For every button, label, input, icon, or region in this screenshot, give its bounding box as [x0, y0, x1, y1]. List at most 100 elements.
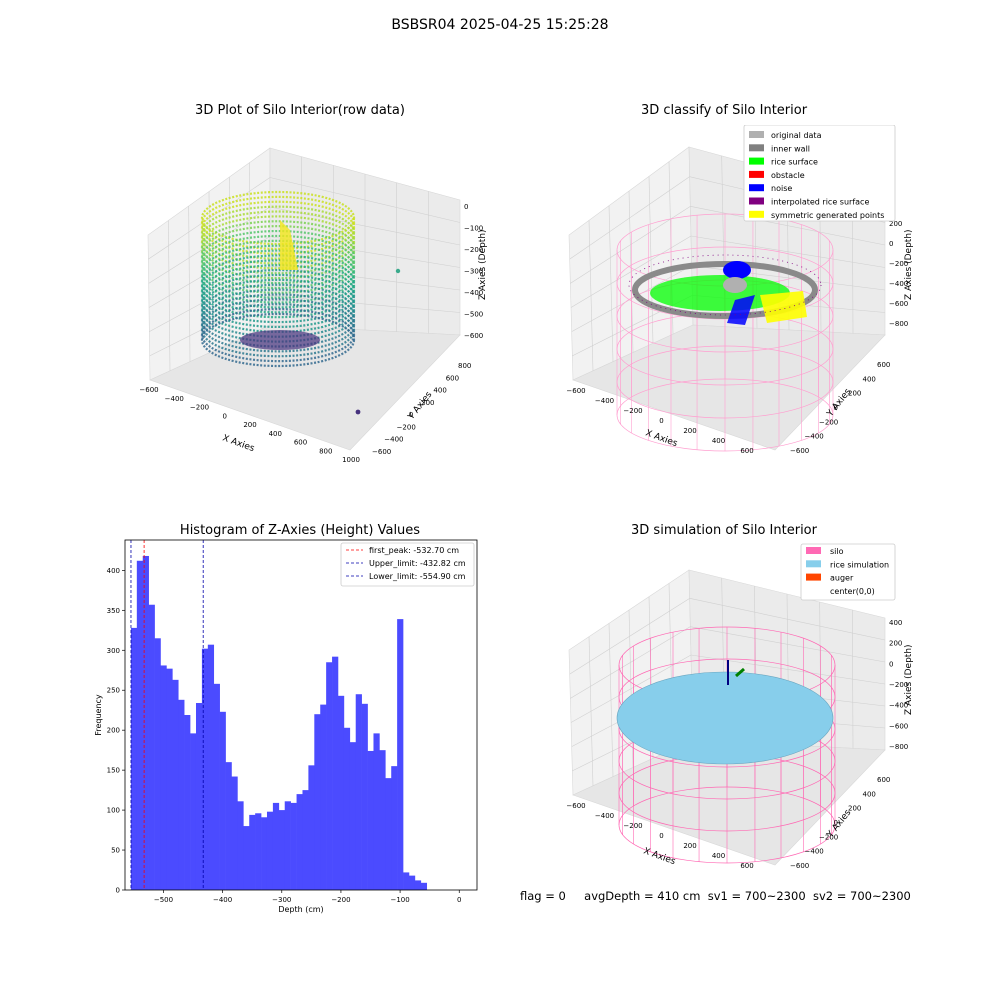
- x-tick-label: −400: [595, 397, 614, 405]
- classify-plot-title: 3D classify of Silo Interior: [640, 103, 808, 118]
- z-tick-label: −200: [889, 681, 908, 689]
- x-tick-label: 200: [683, 842, 696, 850]
- histogram-bar: [130, 627, 138, 890]
- x-tick-label: 600: [740, 447, 753, 455]
- legend-swatch: [806, 560, 821, 568]
- wall-points: [200, 298, 356, 353]
- sv1-text: sv1 = 700~2300: [707, 889, 806, 903]
- x-tick-label: −100: [390, 896, 409, 904]
- z-tick-label: −600: [889, 300, 908, 308]
- z-tick-label: 0: [889, 240, 893, 248]
- histogram-bar: [284, 801, 291, 890]
- y-axis-label: Frequency: [94, 694, 103, 736]
- z-tick-label: 0: [889, 660, 893, 668]
- histogram-bar: [420, 882, 428, 890]
- x-tick-label: 400: [269, 430, 282, 438]
- histogram-bar: [343, 727, 351, 890]
- y-tick-label: −600: [790, 862, 809, 870]
- wall-points: [200, 249, 356, 304]
- histogram-bar: [255, 813, 262, 890]
- wall-points: [200, 190, 356, 246]
- axis-pane: [149, 324, 461, 451]
- y-tick-label: 400: [433, 387, 446, 395]
- x-tick-label: 0: [659, 832, 663, 840]
- x-tick-label: −600: [566, 802, 585, 810]
- rice-surface-points: [650, 275, 790, 311]
- z-tick-label: −100: [464, 225, 483, 233]
- x-tick-label: 200: [243, 421, 256, 429]
- histogram-bar: [249, 814, 256, 890]
- x-tick-label: 600: [740, 862, 753, 870]
- surface-points: [280, 220, 298, 270]
- y-tick-label: 300: [107, 647, 120, 655]
- legend-label: Lower_limit: -554.90 cm: [369, 572, 466, 581]
- grid-line: [148, 177, 271, 260]
- histogram-bar: [290, 802, 297, 890]
- x-tick-label: −200: [190, 404, 209, 412]
- noise-points: [723, 261, 751, 279]
- y-tick-label: 150: [107, 767, 120, 775]
- z-tick-label: 0: [464, 203, 468, 211]
- x-tick-label: 400: [712, 437, 725, 445]
- histogram-bar: [178, 699, 185, 890]
- z-axis-label: Z Axies (Depth): [904, 644, 914, 715]
- wall-points: [200, 288, 356, 343]
- z-tick-label: −600: [464, 332, 483, 340]
- histogram-bar: [320, 704, 327, 890]
- histogram-bar: [385, 778, 392, 890]
- y-tick-label: −400: [805, 433, 824, 441]
- histogram-bar: [184, 715, 191, 890]
- auger-marker: [735, 667, 745, 678]
- histogram-bar: [403, 872, 410, 890]
- z-tick-label: −400: [464, 289, 483, 297]
- x-tick-label: 0: [457, 896, 461, 904]
- wall-points: [200, 293, 356, 348]
- sv2-text: sv2 = 700~2300: [812, 889, 911, 903]
- x-tick-label: −600: [566, 387, 585, 395]
- y-tick-label: 0: [409, 411, 413, 419]
- y-tick-label: 250: [107, 687, 120, 695]
- outlier-point: [355, 409, 361, 415]
- y-tick-label: 200: [848, 805, 861, 813]
- z-tick-label: −800: [889, 320, 908, 328]
- histogram-bar: [237, 801, 244, 890]
- legend-swatch: [749, 197, 764, 205]
- histogram-bar: [355, 694, 362, 890]
- x-tick-label: −200: [331, 896, 350, 904]
- z-axis-label: Z Axies (Depth): [904, 229, 914, 300]
- z-tick-label: −200: [889, 260, 908, 268]
- legend-swatch: [749, 210, 764, 218]
- y-tick-label: 400: [107, 567, 120, 575]
- wall-points: [200, 239, 356, 294]
- wall-points: [200, 225, 356, 280]
- x-tick-label: −400: [595, 812, 614, 820]
- y-tick-label: −600: [790, 447, 809, 455]
- x-tick-label: −300: [272, 896, 291, 904]
- legend-label: center(0,0): [830, 587, 875, 596]
- y-tick-label: −400: [805, 848, 824, 856]
- histogram-bar: [349, 742, 357, 890]
- y-tick-label: 400: [863, 790, 876, 798]
- wall-points: [200, 273, 356, 329]
- histogram-bar: [326, 662, 333, 890]
- histogram-bar: [166, 668, 173, 890]
- wall-points: [200, 303, 356, 358]
- wall-points: [200, 283, 356, 338]
- histogram-bar: [278, 810, 286, 890]
- interpolated-points: [628, 254, 822, 316]
- histogram-bar: [160, 665, 167, 890]
- legend: silo rice simulation auger center(0,0): [800, 543, 896, 601]
- wall-points: [200, 264, 356, 319]
- y-tick-label: −200: [397, 423, 416, 431]
- y-tick-label: 0: [834, 404, 838, 412]
- wall-points: [200, 200, 356, 255]
- wall-points: [200, 195, 356, 250]
- histogram-bar: [201, 648, 209, 890]
- z-tick-label: 400: [889, 619, 902, 627]
- plot-frame: [124, 539, 478, 891]
- legend-label: silo: [830, 547, 844, 556]
- simulation-plot-title: 3D simulation of Silo Interior: [631, 523, 817, 538]
- histogram-bar: [142, 555, 149, 890]
- raw-plot-title: 3D Plot of Silo Interior(row data): [195, 103, 405, 118]
